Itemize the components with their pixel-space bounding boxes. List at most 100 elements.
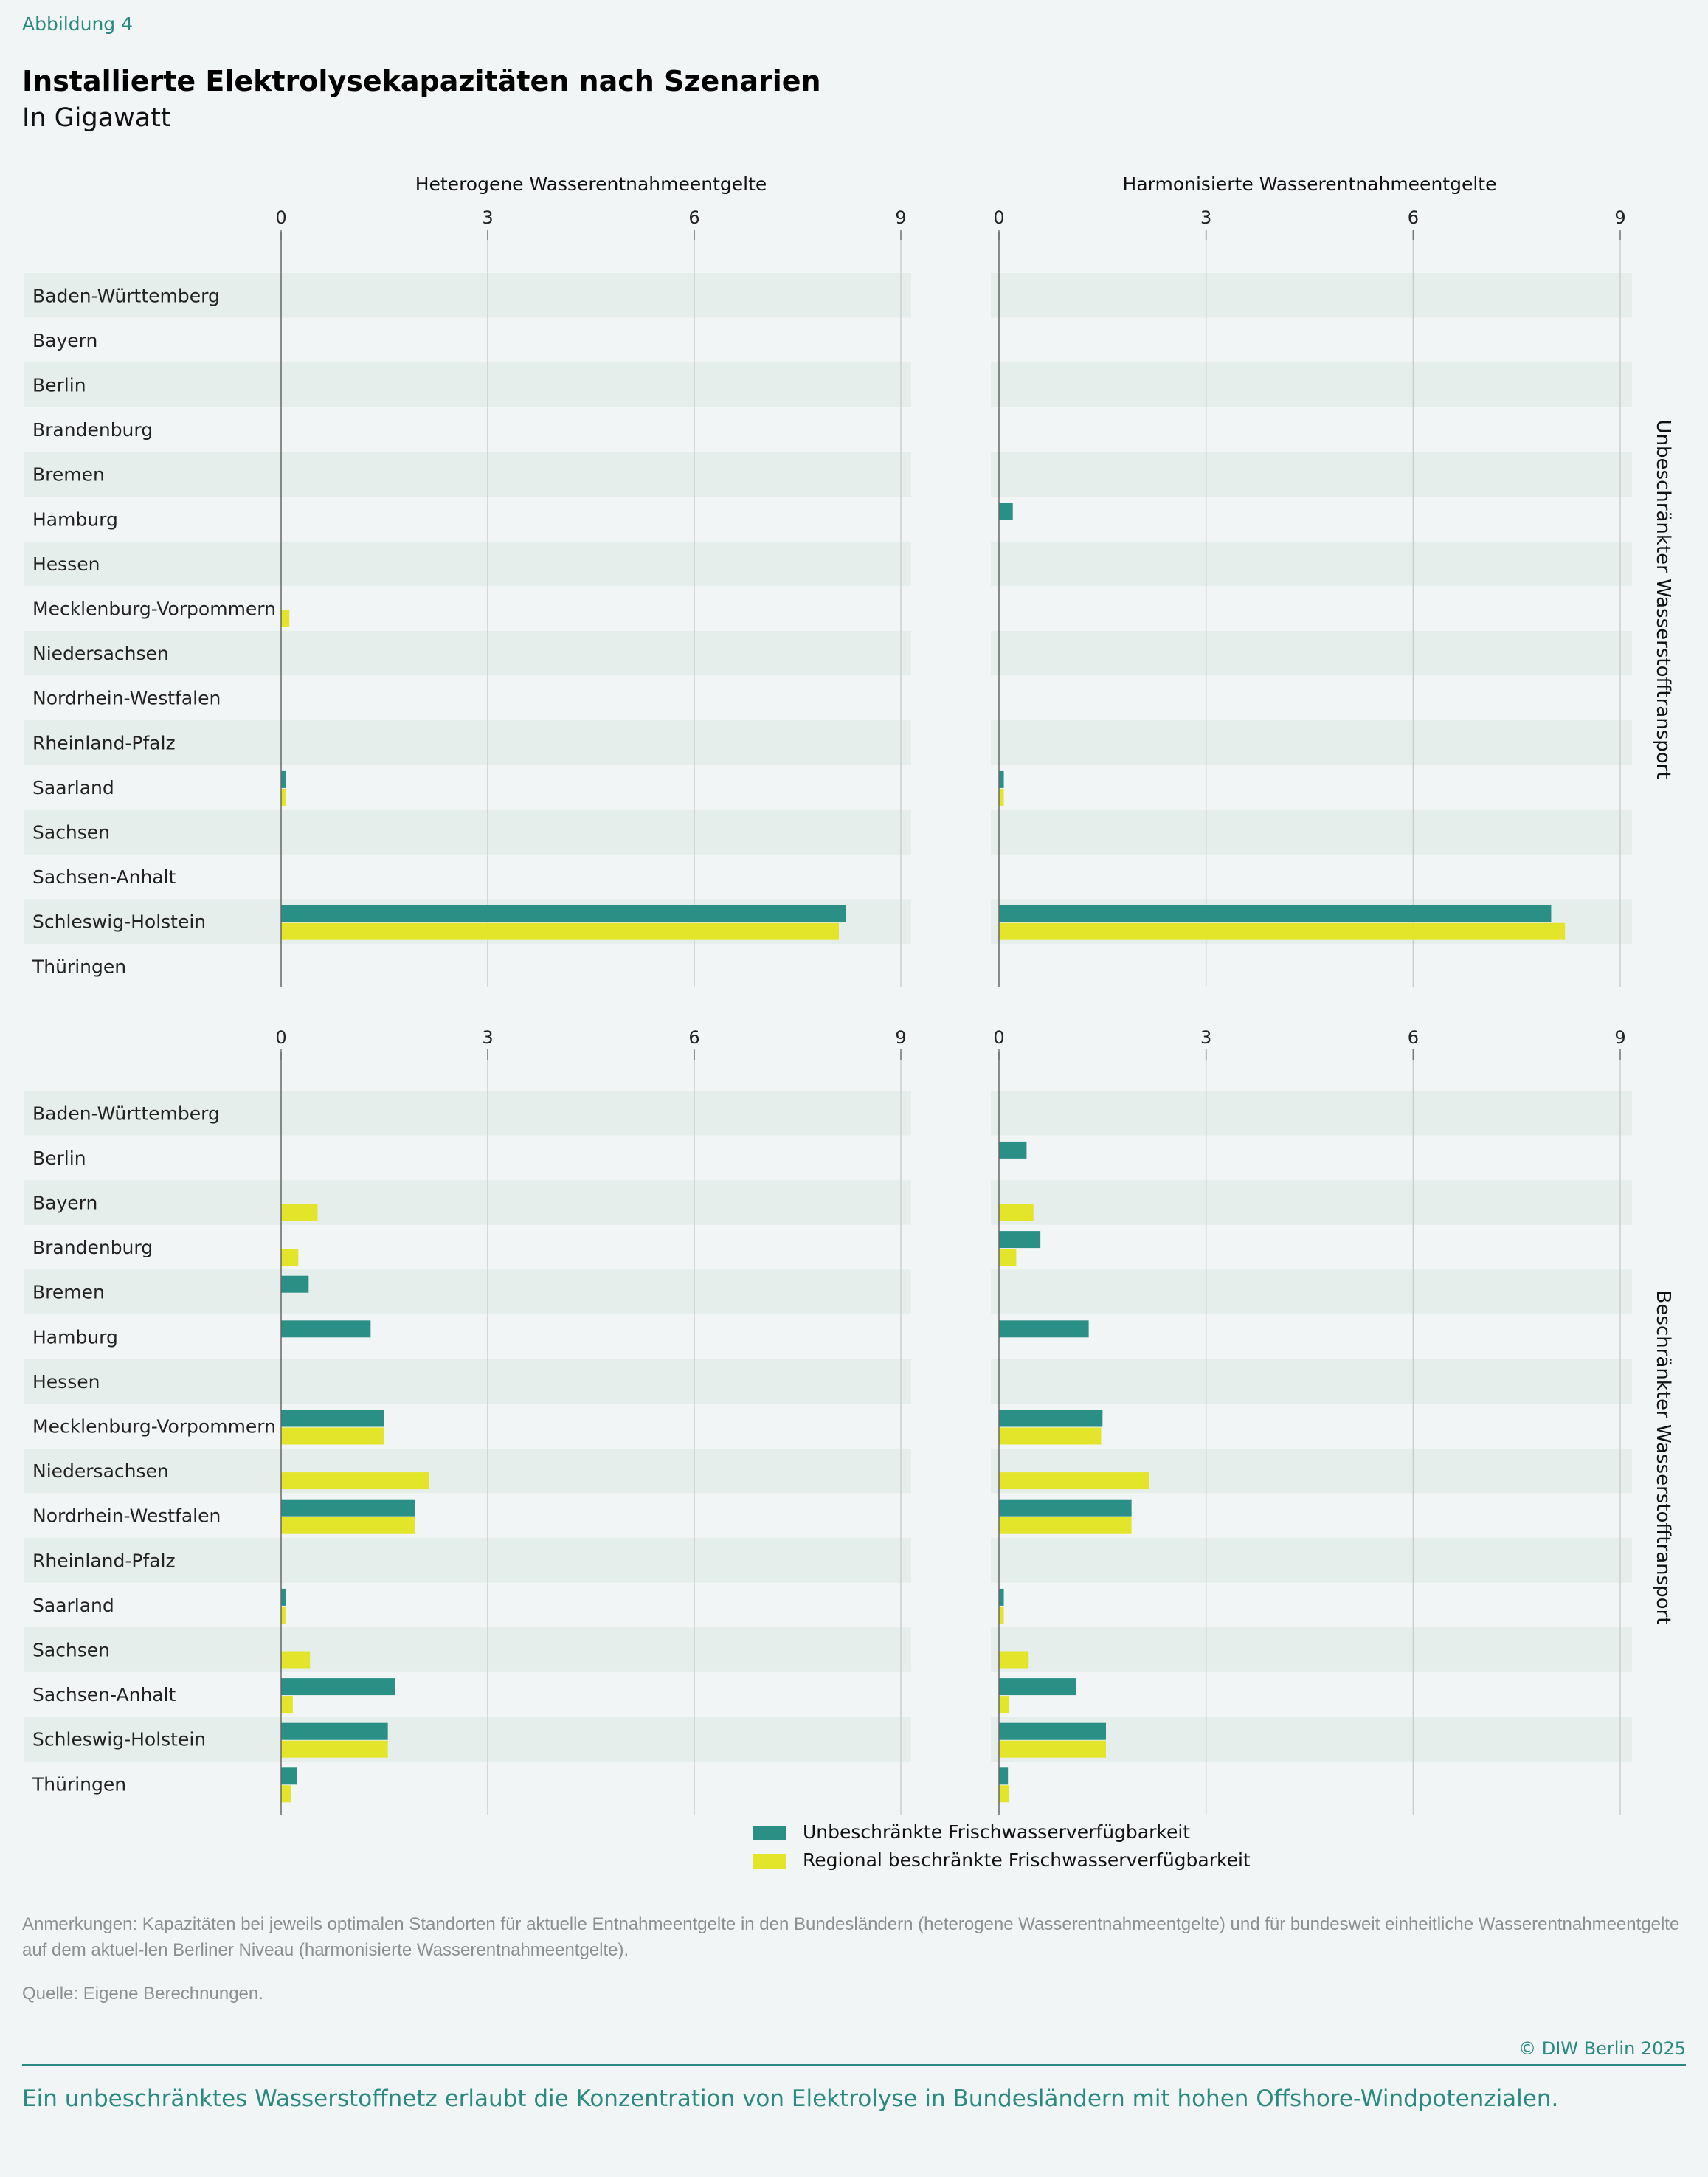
panel-title: Heterogene Wasserentnahmeentgelte [415, 173, 767, 195]
bar-unbeschraenkt-bremen [281, 1275, 309, 1293]
x-tick-label: 6 [688, 1027, 699, 1048]
source: Quelle: Eigene Berechnungen. [22, 1984, 263, 2004]
x-tick-label: 3 [1200, 1027, 1211, 1048]
category-label: Nordrhein-Westfalen [32, 1505, 221, 1527]
bar-regional-niedersachsen [999, 1472, 1149, 1490]
row-band [24, 1448, 911, 1494]
bar-regional-schleswig-holstein [999, 1740, 1107, 1758]
row-band [991, 273, 1632, 318]
category-label: Schleswig-Holstein [32, 911, 206, 933]
row-band [24, 720, 911, 765]
bar-regional-brandenburg [281, 1249, 299, 1266]
row-band [24, 810, 911, 855]
row-band [991, 1627, 1632, 1672]
chart-title: Installierte Elektrolysekapazitäten nach… [22, 65, 821, 97]
footer-caption: Ein unbeschränktes Wasserstoffnetz erlau… [22, 2085, 1559, 2112]
bar-unbeschraenkt-saarland [281, 770, 286, 788]
bar-regional-schleswig-holstein [999, 922, 1566, 940]
row-band [991, 362, 1632, 407]
bar-unbeschraenkt-saarland [281, 1588, 286, 1606]
x-tick-label: 0 [275, 207, 286, 228]
bar-regional-sachsen [999, 1651, 1029, 1669]
category-label: Bremen [32, 464, 105, 486]
bar-unbeschraenkt-thueringen [999, 1767, 1009, 1785]
bar-unbeschraenkt-brandenburg [999, 1231, 1041, 1249]
category-label: Bayern [32, 1193, 97, 1214]
bar-unbeschraenkt-mecklenburg-vorpommern [281, 1410, 384, 1427]
category-label: Thüringen [32, 956, 126, 977]
bar-regional-mecklenburg-vorpommern [281, 610, 290, 627]
legend-label-regional: Regional beschränkte Frischwasserverfügb… [803, 1849, 1251, 1871]
x-tick-label: 6 [1408, 1027, 1419, 1048]
bar-unbeschraenkt-hamburg [281, 1320, 371, 1338]
row-band [991, 810, 1632, 855]
category-label: Hessen [32, 553, 100, 575]
row-band [991, 452, 1632, 497]
category-label: Brandenburg [32, 419, 153, 441]
bar-regional-niedersachsen [281, 1472, 429, 1490]
row-band [991, 541, 1632, 587]
row-band [24, 362, 911, 407]
bar-regional-nordrhein-westfalen [999, 1517, 1132, 1534]
category-label: Nordrhein-Westfalen [32, 688, 221, 709]
bar-regional-mecklenburg-vorpommern [999, 1427, 1102, 1445]
bar-unbeschraenkt-berlin [999, 1141, 1027, 1159]
row-band [24, 1359, 911, 1404]
row-band [24, 1180, 911, 1225]
row-band [24, 1269, 911, 1314]
bar-regional-saarland [281, 788, 286, 806]
category-label: Sachsen [32, 822, 110, 843]
bar-unbeschraenkt-nordrhein-westfalen [999, 1499, 1132, 1517]
bar-unbeschraenkt-hamburg [999, 1320, 1089, 1338]
category-label: Baden-Württemberg [32, 1103, 220, 1124]
bar-unbeschraenkt-hamburg [999, 503, 1013, 520]
bar-regional-saarland [281, 1606, 286, 1624]
bar-regional-bayern [999, 1204, 1034, 1221]
copyright: © DIW Berlin 2025 [1518, 2038, 1686, 2059]
row-label: Unbeschränkter Wasserstofftransport [1652, 419, 1674, 779]
bar-regional-nordrhein-westfalen [281, 1517, 415, 1534]
bar-regional-bayern [281, 1204, 318, 1221]
bar-unbeschraenkt-mecklenburg-vorpommern [999, 1410, 1103, 1427]
bar-unbeschraenkt-saarland [999, 1588, 1004, 1606]
x-tick-label: 3 [482, 207, 493, 228]
footer-divider [22, 2064, 1686, 2066]
category-label: Sachsen-Anhalt [32, 866, 176, 888]
x-tick-label: 6 [1408, 207, 1419, 228]
category-label: Niedersachsen [32, 1460, 169, 1482]
chart-subtitle: In Gigawatt [22, 103, 171, 133]
x-tick-label: 9 [895, 1027, 906, 1048]
bar-unbeschraenkt-sachsen-anhalt [281, 1678, 395, 1696]
category-label: Niedersachsen [32, 643, 169, 664]
bar-unbeschraenkt-nordrhein-westfalen [281, 1499, 415, 1517]
x-tick-label: 9 [1614, 207, 1625, 228]
category-label: Hamburg [32, 508, 118, 530]
category-label: Brandenburg [32, 1237, 153, 1258]
legend-swatch-regional [753, 1854, 786, 1869]
category-label: Rheinland-Pfalz [32, 1550, 176, 1571]
row-band [24, 1627, 911, 1672]
bar-regional-brandenburg [999, 1249, 1017, 1266]
bar-regional-sachsen-anhalt [281, 1696, 293, 1714]
x-tick-label: 6 [688, 207, 699, 228]
row-band [991, 630, 1632, 676]
bar-unbeschraenkt-sachsen-anhalt [999, 1678, 1076, 1696]
bar-regional-saarland [999, 1606, 1004, 1624]
bar-regional-sachsen-anhalt [999, 1696, 1010, 1714]
category-label: Bayern [32, 330, 97, 351]
row-band [24, 630, 911, 676]
category-label: Rheinland-Pfalz [32, 732, 176, 753]
x-tick-label: 9 [1614, 1027, 1625, 1048]
category-label: Mecklenburg-Vorpommern [32, 1416, 276, 1438]
category-label: Thüringen [32, 1773, 126, 1795]
row-band [991, 1359, 1632, 1404]
figure-label: Abbildung 4 [22, 13, 134, 35]
row-band [24, 1538, 911, 1583]
category-label: Baden-Württemberg [32, 285, 220, 306]
x-tick-label: 9 [895, 207, 906, 228]
row-band [24, 273, 911, 318]
row-band [991, 1538, 1632, 1583]
bar-regional-thueringen [281, 1785, 291, 1803]
row-band [991, 720, 1632, 765]
panel-title: Harmonisierte Wasserentnahmeentgelte [1123, 173, 1497, 195]
